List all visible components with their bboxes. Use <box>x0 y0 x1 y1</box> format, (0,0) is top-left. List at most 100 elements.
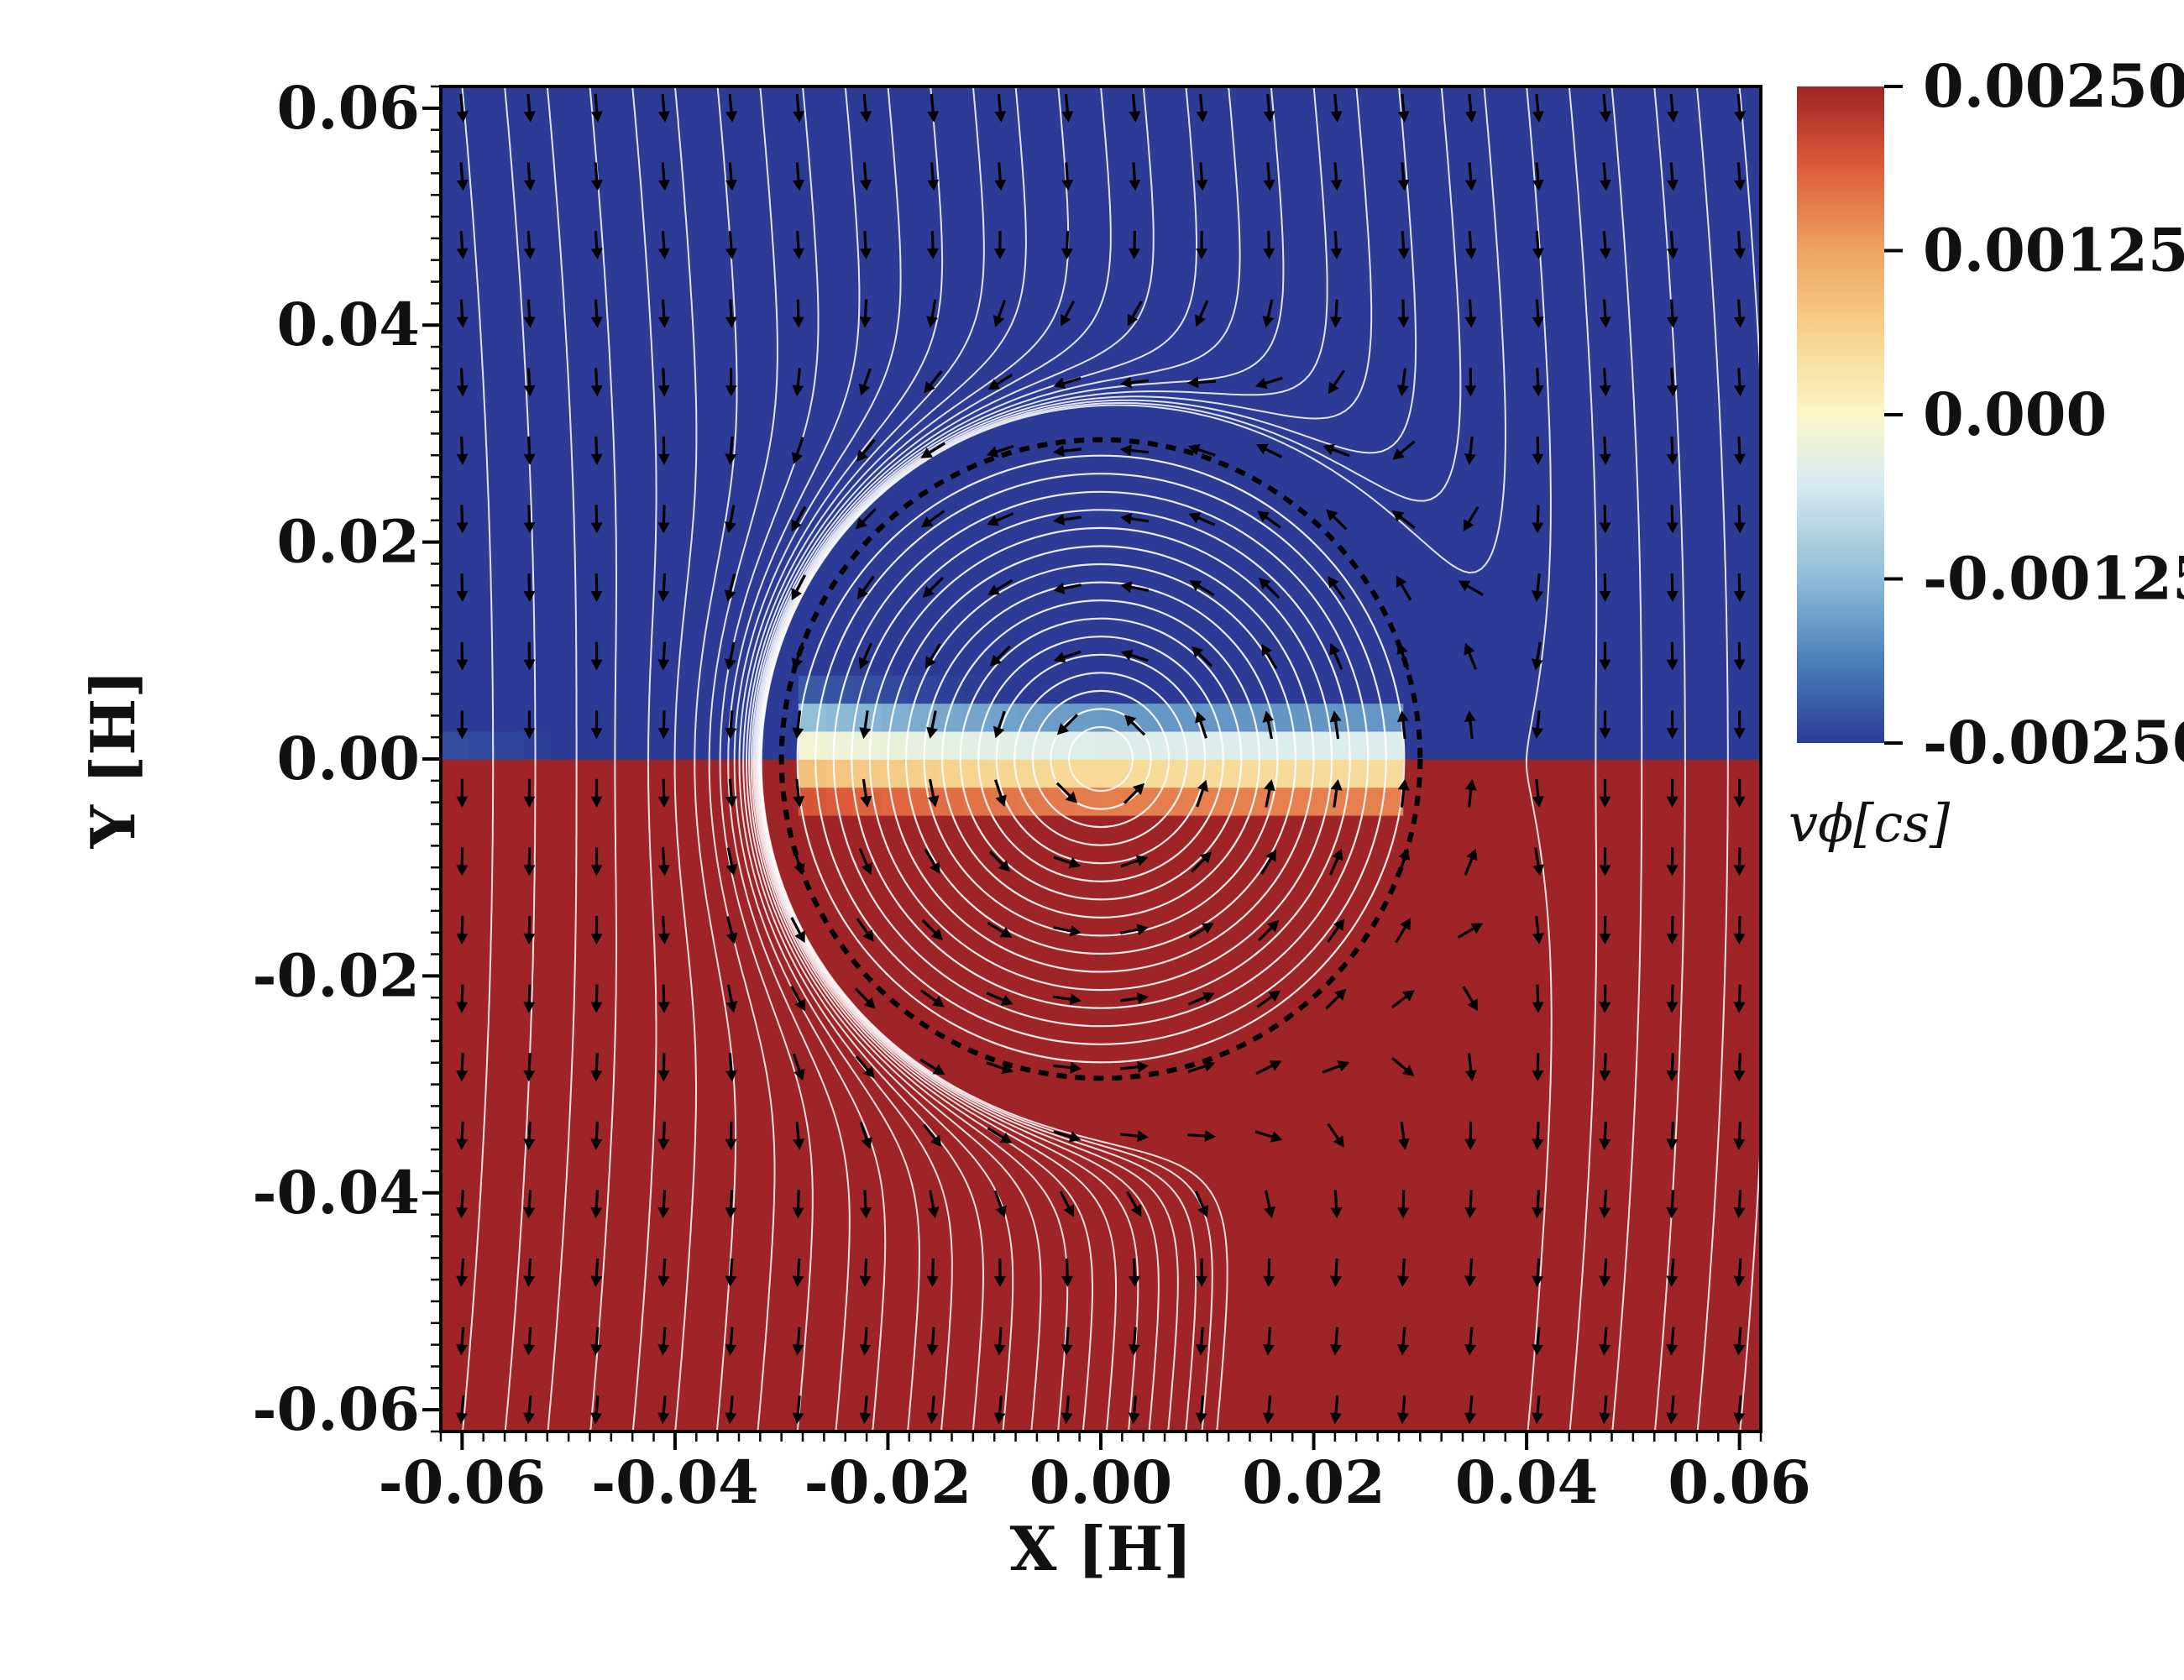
streamline <box>727 86 861 1431</box>
velocity-arrow <box>856 438 876 462</box>
heatmap-cell <box>963 814 992 844</box>
heatmap-cell <box>1183 114 1212 144</box>
velocity-arrow <box>1187 1060 1216 1074</box>
heatmap-cell <box>1595 674 1624 704</box>
velocity-arrow <box>657 778 670 808</box>
velocity-arrow <box>657 1053 670 1082</box>
velocity-arrow <box>1599 299 1611 328</box>
heatmap-cell <box>1541 898 1569 929</box>
heatmap-cell <box>1513 1375 1542 1405</box>
heatmap-cell <box>1595 114 1624 144</box>
velocity-arrows <box>456 93 1746 1425</box>
heatmap-cell <box>1623 226 1652 256</box>
heatmap-cell <box>1101 759 1129 788</box>
heatmap-cell <box>1348 1011 1377 1040</box>
velocity-arrow <box>1532 573 1543 602</box>
heatmap-cell <box>881 506 909 536</box>
heatmap-cell <box>578 506 607 536</box>
velocity-arrow <box>1120 512 1150 525</box>
heatmap-cell <box>743 1151 772 1180</box>
heatmap-cell <box>1541 983 1569 1013</box>
heatmap-cell <box>771 114 799 144</box>
heatmap-cell <box>441 619 469 648</box>
heatmap-cell <box>935 1375 964 1405</box>
heatmap-cell <box>1101 1347 1129 1377</box>
streamline <box>757 86 1328 1431</box>
heatmap-cell <box>1431 1319 1459 1348</box>
velocity-arrow <box>856 918 874 942</box>
heatmap-cell <box>1183 1011 1212 1040</box>
heatmap-cell <box>1623 170 1652 200</box>
heatmap-cell <box>825 170 854 200</box>
heatmap-cell <box>1623 955 1652 984</box>
heatmap-cell <box>468 1403 497 1431</box>
heatmap-cell <box>1595 311 1624 340</box>
heatmap-cell <box>1458 282 1487 311</box>
velocity-arrow <box>792 1327 804 1356</box>
heatmap-cell <box>605 590 634 620</box>
heatmap-cell <box>963 563 992 592</box>
heatmap-cell <box>1733 1375 1761 1405</box>
velocity-arrow <box>590 1121 603 1150</box>
heatmap-cell <box>853 1347 882 1377</box>
heatmap-cell <box>771 1123 799 1153</box>
heatmap-cell <box>1211 254 1239 284</box>
heatmap-cell <box>688 450 717 480</box>
heatmap-cell <box>1293 282 1322 311</box>
heatmap-cell <box>1321 282 1349 311</box>
velocity-arrow <box>792 710 804 740</box>
heatmap-cell <box>1348 1039 1377 1068</box>
streamlines <box>441 86 1761 1431</box>
heatmap-cell <box>1733 422 1761 452</box>
streamline <box>719 86 820 1431</box>
heatmap-cell <box>1541 535 1569 564</box>
velocity-arrow <box>1599 1258 1611 1287</box>
heatmap-cell <box>551 1403 579 1431</box>
heatmap-cell <box>991 114 1019 144</box>
heatmap-cell <box>1705 787 1734 816</box>
heatmap-cell <box>523 1151 552 1180</box>
heatmap-cell <box>1541 563 1569 592</box>
heatmap-cell <box>1348 338 1377 368</box>
velocity-arrow <box>1733 1190 1746 1219</box>
heatmap-cell <box>881 535 909 564</box>
heatmap-cell <box>1485 450 1515 480</box>
colorbar-tick-label: 0.00250 <box>1923 51 2184 121</box>
velocity-arrow <box>1733 1053 1746 1082</box>
y-tick-label: -0.02 <box>252 940 420 1010</box>
heatmap-cell <box>935 86 964 116</box>
heatmap-cell <box>1595 1179 1624 1208</box>
heatmap-cell <box>1375 1011 1405 1040</box>
heatmap-cell <box>495 170 524 200</box>
heatmap-cell <box>688 422 717 452</box>
velocity-arrow <box>993 1190 1007 1218</box>
heatmap-cell <box>1705 646 1734 676</box>
heatmap-cell <box>1238 1151 1267 1180</box>
velocity-arrow <box>1532 1327 1544 1356</box>
heatmap-cell <box>633 703 662 732</box>
velocity-arrow <box>1599 915 1611 945</box>
heatmap-cell <box>1485 226 1515 256</box>
heatmap-cell <box>605 674 634 704</box>
heatmap-cell <box>605 506 634 536</box>
heatmap-cell <box>1541 1347 1569 1377</box>
heatmap-cell <box>495 927 524 956</box>
velocity-arrow <box>456 1395 468 1425</box>
heatmap-cell <box>715 1291 744 1321</box>
velocity-arrow <box>1666 230 1679 259</box>
heatmap-cell <box>1651 1123 1679 1153</box>
heatmap-cell <box>578 1235 607 1264</box>
heatmap-cell <box>1485 646 1515 676</box>
heatmap-cell <box>605 983 634 1013</box>
heatmap-cell <box>935 338 964 368</box>
velocity-arrow <box>1129 1258 1141 1287</box>
heatmap-cell <box>1403 479 1432 508</box>
heatmap-cell <box>688 1039 717 1068</box>
heatmap-cell <box>1651 254 1679 284</box>
heatmap-cell <box>1651 1179 1679 1208</box>
velocity-arrow <box>1059 1191 1074 1217</box>
heatmap-cell <box>495 619 524 648</box>
heatmap-cell <box>1541 759 1569 788</box>
heatmap-cell <box>715 619 744 648</box>
heatmap-cell <box>551 674 579 704</box>
